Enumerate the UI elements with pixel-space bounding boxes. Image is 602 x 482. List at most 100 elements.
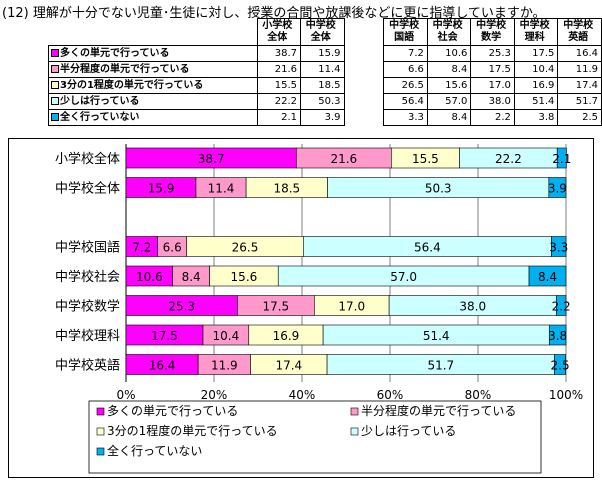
table-cell: 3.3 [383, 109, 428, 126]
legend-swatch [96, 447, 105, 456]
chart-area: 小学校全体 38.7 21.6 15.5 22.2 2.1 中学校全体 15.9 11.4 18.… [8, 138, 594, 478]
table-cell: 22.2 [256, 93, 301, 110]
table-row-label: 多くの単元で行っている [48, 45, 258, 62]
table-cell: 38.7 [256, 45, 301, 62]
table-cell: 26.5 [383, 77, 428, 94]
x-tick-label: 40% [289, 388, 316, 402]
data-label: 15.6 [231, 270, 258, 284]
legend-label: 3分の1程度の単元で行っている [107, 423, 278, 438]
category-label: 中学校理科 [55, 328, 120, 344]
legend-label: 半分程度の単元で行っている [361, 403, 516, 418]
table-cell: 11.9 [557, 61, 602, 78]
table-row-label: 全く行っていない [48, 109, 258, 126]
table-row: 全く行っていない 2.1 3.9 3.3 8.4 2.2 3.8 2.5 [48, 109, 602, 126]
stacked-bar-chart: 小学校全体 38.7 21.6 15.5 22.2 2.1 中学校全体 15.9 11.4 18.… [55, 144, 583, 474]
data-label: 38.0 [459, 300, 486, 314]
bar-segment [554, 354, 566, 375]
table-cell: 38.0 [470, 93, 515, 110]
category-label: 小学校全体 [55, 151, 120, 167]
data-label: 3.8 [548, 329, 567, 343]
table-cell: 2.5 [557, 109, 602, 126]
legend-swatch [96, 407, 105, 416]
table-cell: 17.5 [513, 45, 559, 62]
x-tick-label: 20% [201, 388, 228, 402]
data-label: 16.4 [149, 359, 176, 373]
data-label: 16.9 [273, 329, 300, 343]
data-label: 2.5 [551, 359, 570, 373]
data-label: 8.4 [538, 270, 557, 284]
data-label: 2.1 [552, 152, 571, 166]
legend-label: 全く行っていない [107, 443, 202, 458]
data-label: 17.5 [262, 300, 289, 314]
table-cell: 25.3 [470, 45, 515, 62]
table-row: 3分の1程度の単元で行っている 15.5 18.5 26.5 15.6 17.0 16.9 1… [48, 77, 602, 94]
table-header: 中学校 全体 [300, 18, 345, 46]
table-cell: 51.4 [513, 93, 559, 110]
x-tick-label: 60% [377, 388, 404, 402]
legend-box [88, 400, 542, 474]
table-cell: 15.6 [426, 77, 472, 94]
data-label: 8.4 [182, 270, 201, 284]
category-label: 中学校数学 [55, 299, 120, 315]
table-cell: 3.8 [513, 109, 559, 126]
table-cell: 2.1 [256, 109, 301, 126]
legend-swatch [96, 427, 105, 436]
bar-segment [548, 177, 567, 198]
data-label: 50.3 [425, 182, 452, 196]
legend-label: 少しは行っている [361, 424, 456, 438]
table-cell: 15.9 [300, 45, 345, 62]
data-label: 21.6 [330, 152, 357, 166]
table-cell: 2.2 [470, 109, 515, 126]
data-label: 57.0 [390, 270, 417, 284]
bar-segment [551, 236, 567, 257]
category-label: 中学校英語 [55, 358, 120, 374]
data-label: 38.7 [198, 152, 225, 166]
table-cell: 11.4 [300, 61, 345, 78]
table-spacer [343, 93, 385, 110]
table-row-label: 少しは行っている [48, 93, 258, 110]
data-label: 11.4 [208, 182, 235, 196]
data-label: 56.4 [414, 241, 441, 255]
table-row: 多くの単元で行っている 38.7 15.9 7.2 10.6 25.3 17.5 16.4 [48, 45, 602, 62]
table-header: 小学校 全体 [256, 18, 301, 46]
data-label: 26.5 [232, 241, 259, 255]
bar-segment [556, 147, 567, 169]
table-header: 中学校 英語 [557, 18, 602, 46]
data-label: 25.3 [168, 300, 195, 314]
legend-label: 多くの単元で行っている [107, 404, 238, 418]
table-cell: 8.4 [426, 61, 472, 78]
table-row: 少しは行っている 22.2 50.3 56.4 57.0 38.0 51.4 51.7 [48, 93, 602, 110]
data-label: 3.3 [549, 241, 568, 255]
table-row: 半分程度の単元で行っている 21.6 11.4 6.6 8.4 17.5 10.4 11.9 [48, 61, 602, 78]
table-cell: 6.6 [383, 61, 428, 78]
table-cell: 21.6 [256, 61, 301, 78]
table-spacer [343, 109, 385, 126]
data-label: 10.6 [136, 270, 163, 284]
bar-segment [556, 295, 567, 316]
data-label: 6.6 [163, 241, 182, 255]
table-cell: 15.5 [256, 77, 301, 94]
data-label: 7.2 [132, 241, 151, 255]
table-cell: 7.2 [383, 45, 428, 62]
table-cell: 51.7 [557, 93, 602, 110]
data-label: 10.4 [213, 329, 240, 343]
data-label: 51.4 [423, 329, 450, 343]
table-spacer [343, 77, 385, 94]
table-header: 中学校 数学 [470, 18, 515, 46]
category-label: 中学校全体 [55, 181, 120, 197]
table-cell: 17.5 [470, 61, 515, 78]
data-label: 22.2 [495, 152, 522, 166]
data-label: 2.2 [552, 300, 571, 314]
data-label: 3.9 [548, 182, 567, 196]
x-tick-label: 0% [116, 388, 135, 402]
summary-table: 小学校 全体 中学校 全体 中学校 国語 中学校 社会 中学校 数学 中学校 理科 中学校 … [48, 18, 602, 126]
data-label: 11.9 [211, 359, 238, 373]
table-cell: 16.4 [557, 45, 602, 62]
table-cell: 10.4 [513, 61, 559, 78]
table-row-label: 半分程度の単元で行っている [48, 61, 258, 78]
table-cell: 17.0 [470, 77, 515, 94]
data-label: 17.0 [338, 300, 365, 314]
table-cell: 57.0 [426, 93, 472, 110]
table-cell: 17.4 [557, 77, 602, 94]
data-label: 51.7 [427, 359, 454, 373]
